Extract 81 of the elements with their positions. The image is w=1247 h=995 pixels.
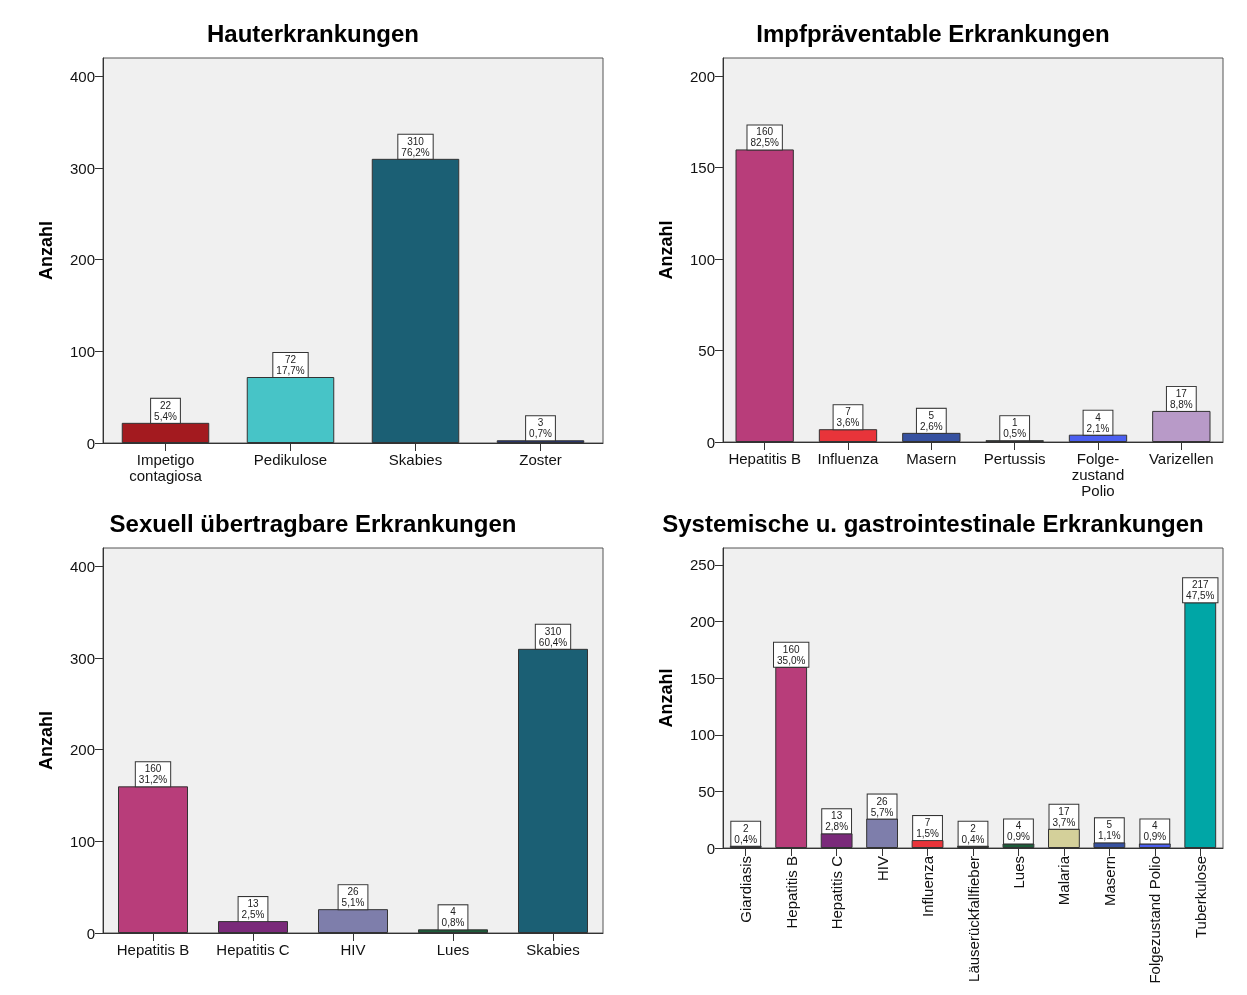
data-label: 72 17,7% [276, 354, 305, 376]
data-label: 22 5,4% [154, 399, 177, 422]
chart-title: Impfpräventable Erkrankungen [756, 19, 1110, 47]
x-tick-label: Impetigo contagiosa [129, 450, 203, 484]
x-tick-label: Hepatitis B [782, 856, 800, 929]
data-label: 13 2,5% [241, 898, 265, 921]
x-tick-label: Giardiasis [737, 856, 755, 923]
x-tick-label: Influenza [817, 449, 880, 467]
x-tick-label: Varizellen [1148, 449, 1214, 467]
x-tick-label: Masern [1100, 856, 1118, 907]
y-tick-label: 0 [706, 839, 715, 857]
data-label: 4 0,8% [441, 906, 465, 929]
x-tick-label: Masern [906, 449, 957, 467]
data-label: 7 3,6% [836, 406, 860, 429]
x-tick-label: Folge- zustand Polio [1071, 449, 1125, 499]
data-label: 4 2,1% [1086, 411, 1110, 434]
y-tick-label: 300 [69, 649, 95, 667]
y-axis-title: Anzahl [36, 220, 56, 281]
data-label: 3 0,7% [529, 417, 552, 440]
data-label: 1 0,5% [1003, 417, 1027, 440]
x-tick-label: Zoster [519, 450, 562, 468]
chart-title: Hauterkrankungen [206, 19, 420, 47]
y-tick-label: 300 [69, 159, 95, 177]
x-tick-label: Hepatitis C [216, 940, 290, 958]
x-tick-label: Läuserückfallfieber [964, 856, 982, 982]
y-tick-label: 0 [86, 434, 95, 452]
x-tick-label: Tuberkulose [1191, 856, 1209, 938]
data-label: 5 2,6% [919, 409, 943, 432]
y-tick-label: 400 [69, 67, 95, 85]
data-label: 160 35,0% [777, 643, 806, 666]
x-tick-label: HIV [873, 856, 891, 882]
x-tick-label: Influenza [919, 855, 937, 917]
y-tick-label: 200 [689, 67, 715, 85]
data-label: 4 0,9% [1007, 820, 1030, 843]
data-label: 2 0,4% [734, 822, 758, 845]
y-tick-label: 150 [689, 669, 715, 687]
y-tick-label: 200 [689, 613, 715, 631]
data-label: 5 1,1% [1097, 819, 1121, 842]
x-tick-label: Folgezustand Polio [1146, 856, 1164, 984]
y-tick-label: 250 [689, 556, 715, 574]
data-label: 17 8,8% [1169, 387, 1193, 410]
x-tick-label: Pertussis [983, 449, 1046, 467]
data-label: 160 31,2% [138, 763, 168, 786]
data-label: 26 5,7% [870, 795, 894, 818]
x-tick-label: Pedikulose [253, 450, 328, 468]
x-tick-label: Skabies [526, 940, 580, 958]
x-tick-label: Lues [436, 940, 470, 958]
y-axis-title: Anzahl [36, 710, 56, 771]
y-axis-title: Anzahl [656, 668, 676, 728]
y-tick-label: 100 [689, 726, 715, 744]
x-tick-label: Malaria [1055, 855, 1073, 906]
y-tick-label: 100 [69, 832, 95, 850]
y-tick-label: 100 [689, 250, 715, 268]
y-tick-label: 50 [698, 342, 715, 360]
x-tick-label: HIV [340, 940, 366, 958]
data-label: 310 76,2% [401, 135, 430, 158]
x-tick-label: Hepatitis B [116, 940, 190, 958]
data-label: 217 47,5% [1186, 579, 1215, 602]
y-axis-title: Anzahl [656, 220, 676, 280]
data-label: 2 0,4% [961, 822, 985, 845]
y-tick-label: 400 [69, 557, 95, 575]
data-label: 4 0,9% [1143, 820, 1167, 843]
chart-title: Systemische u. gastrointestinale Erkrankungen [662, 509, 1204, 537]
x-tick-label: Hepatitis B [728, 449, 801, 467]
x-tick-label: Hepatitis C [828, 855, 846, 930]
y-tick-label: 150 [689, 159, 715, 177]
data-label: 310 60,4% [538, 625, 568, 648]
data-label: 26 5,1% [341, 886, 365, 909]
y-tick-label: 0 [706, 433, 715, 451]
y-tick-label: 50 [698, 782, 715, 800]
y-tick-label: 200 [69, 251, 95, 269]
chart-title: Sexuell übertragbare Erkrankungen [109, 509, 517, 537]
y-tick-label: 0 [86, 924, 95, 942]
x-tick-label: Skabies [388, 450, 443, 468]
y-tick-label: 100 [69, 342, 95, 360]
data-label: 7 1,5% [916, 817, 940, 840]
data-label: 17 3,7% [1052, 805, 1076, 828]
data-label: 160 82,5% [750, 126, 779, 149]
data-label: 13 2,8% [825, 810, 849, 833]
x-tick-label: Lues [1009, 856, 1027, 889]
y-tick-label: 200 [69, 741, 95, 759]
